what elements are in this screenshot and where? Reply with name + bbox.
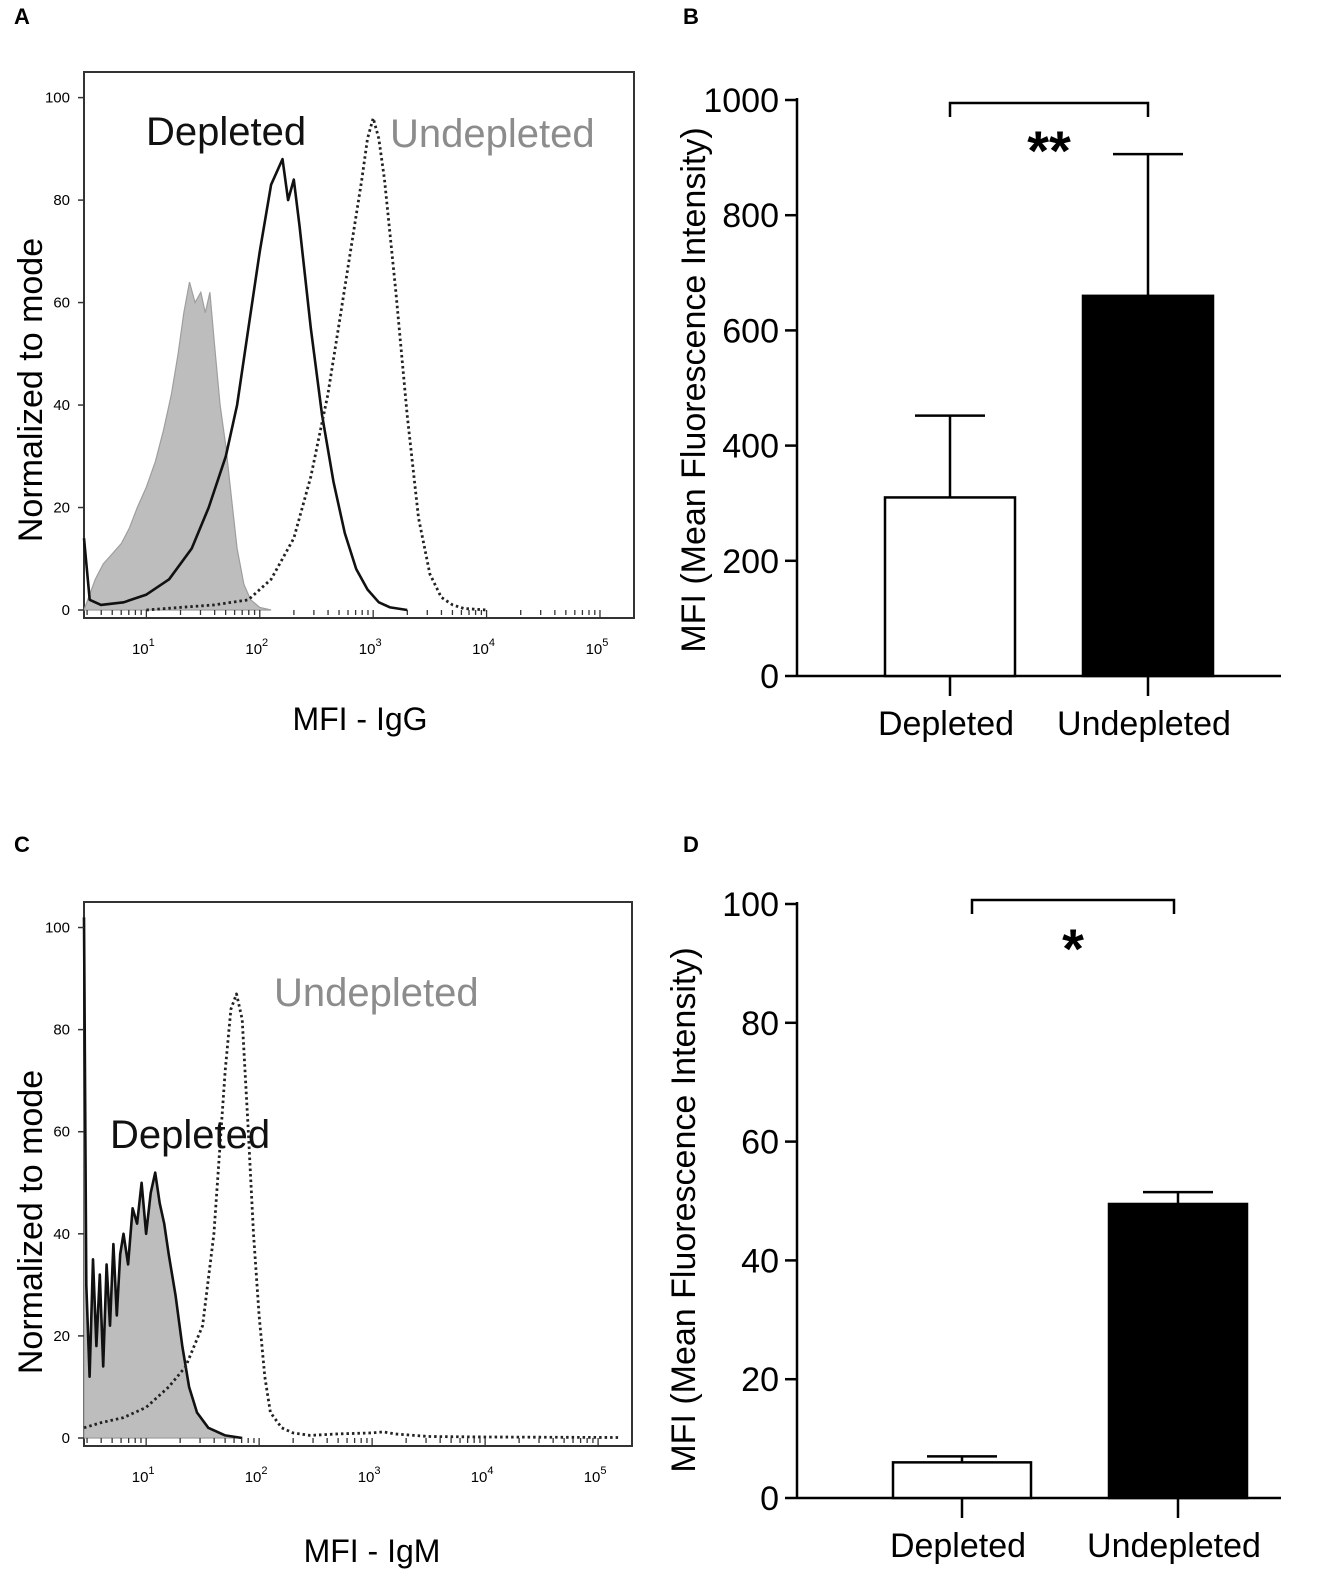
panel-letter-c: C (14, 832, 30, 857)
hist-a-plot (82, 116, 487, 612)
hist-a-frame (83, 71, 635, 619)
hA-y-tick-label: 80 (53, 192, 70, 209)
hA-x-tick-label: 102 (245, 637, 268, 658)
hC-x-tick-exp: 5 (600, 1465, 606, 1477)
hA-x-tick-label: 104 (472, 637, 495, 658)
hA-series-depleted (82, 157, 408, 612)
hA-x-tick-exp: 2 (262, 637, 268, 649)
bD-y-tick-label: 40 (741, 1242, 779, 1280)
hist-a-depleted-label: Depleted (146, 110, 306, 154)
hC-y-tick-label: 0 (62, 1430, 70, 1447)
hA-y-tick-label: 60 (53, 295, 70, 312)
hC-y-tick-label: 100 (45, 920, 70, 937)
hC-x-tick-label: 105 (584, 1465, 607, 1486)
hA-series-undepleted (146, 116, 487, 612)
bar-d-plot: 0 20 40 60 80 100 Depleted Undepleted * (722, 886, 1281, 1565)
hC-x-tick-exp: 2 (261, 1465, 267, 1477)
hA-x-tick-label: 105 (586, 637, 609, 658)
bB-y-tick-label: 600 (722, 312, 779, 350)
hC-x-tick-label: 104 (471, 1465, 494, 1486)
hA-x-tick-base: 10 (132, 641, 149, 658)
hist-c-x-label: MFI - IgM (304, 1533, 441, 1569)
bB-significance-bracket (948, 101, 1150, 117)
bB-y-tick-label: 0 (760, 658, 779, 696)
bD-category-label: Depleted (890, 1527, 1026, 1565)
hC-y-tick-label: 60 (53, 1124, 70, 1141)
hC-y-tick-label: 80 (53, 1022, 70, 1039)
hA-x-tick-exp: 3 (375, 637, 381, 649)
bD-y-tick-label: 80 (741, 1005, 779, 1043)
bD-y-tick-label: 60 (741, 1124, 779, 1162)
panel-d: D 0 20 40 60 80 100 Depleted Undepleted * MFI (M… (665, 832, 1281, 1565)
hA-x-tick-base: 10 (472, 641, 489, 658)
hC-y-tick-label: 20 (53, 1328, 70, 1345)
hA-y-tick-label: 0 (62, 602, 70, 619)
hC-x-tick-base: 10 (358, 1469, 375, 1486)
panel-letter-a: A (14, 4, 30, 29)
bB-y-tick-label: 200 (722, 543, 779, 581)
hA-x-tick-label: 103 (359, 637, 382, 658)
bB-significance-stars: ** (1027, 119, 1071, 182)
bB-bar-depleted (883, 496, 1017, 678)
hist-c-x-ticks: 101 102 103 104 105 (86, 1438, 607, 1486)
bar-b-y-label: MFI (Mean Fluorescence Intensity) (675, 127, 713, 652)
bD-category-label: Undepleted (1087, 1527, 1261, 1565)
bB-y-tick-label: 800 (722, 197, 779, 235)
hA-x-tick-base: 10 (359, 641, 376, 658)
hA-y-tick-label: 40 (53, 397, 70, 414)
bB-y-tick-label: 400 (722, 428, 779, 466)
bD-significance-stars: * (1062, 917, 1084, 980)
hist-c-y-ticks: 0 20 40 60 80 100 (45, 920, 84, 1447)
hC-x-tick-label: 103 (358, 1465, 381, 1486)
hC-x-tick-base: 10 (584, 1469, 601, 1486)
bD-y-tick-label: 20 (741, 1361, 779, 1399)
bB-category-label: Undepleted (1057, 705, 1231, 743)
hist-a-undepleted-label: Undepleted (390, 112, 595, 156)
hA-y-tick-label: 20 (53, 500, 70, 517)
hC-y-tick-label: 40 (53, 1226, 70, 1243)
hist-c-y-label: Normalized to mode (12, 1070, 50, 1374)
panel-letter-d: D (683, 832, 699, 857)
hist-a-y-label: Normalized to mode (12, 238, 50, 542)
bar-d-y-label: MFI (Mean Fluorescence Intensity) (665, 947, 703, 1472)
hA-x-tick-label: 101 (132, 637, 155, 658)
hC-series-depleted (82, 917, 243, 1440)
hC-x-tick-exp: 4 (487, 1465, 493, 1477)
bD-y-tick-label: 0 (760, 1480, 779, 1518)
hist-a-y-ticks: 0 20 40 60 80 100 (45, 90, 84, 619)
hC-x-tick-base: 10 (245, 1469, 262, 1486)
bB-y-tick-label: 1000 (703, 82, 779, 120)
hA-x-tick-base: 10 (586, 641, 603, 658)
bB-bar-undepleted (1081, 294, 1215, 678)
hist-a-x-ticks: 101 102 103 104 105 (86, 610, 609, 658)
hA-x-tick-exp: 5 (602, 637, 608, 649)
hist-c-plot (82, 917, 621, 1440)
hA-series-control-filled (83, 281, 272, 611)
hC-x-tick-exp: 1 (148, 1465, 154, 1477)
hC-x-tick-label: 102 (245, 1465, 268, 1486)
hA-x-tick-exp: 1 (149, 637, 155, 649)
bD-bar-undepleted (1107, 1202, 1249, 1500)
hA-x-tick-base: 10 (245, 641, 262, 658)
bar-b-plot: 0 200 400 600 800 1000 Depleted Undepleted ** (703, 82, 1281, 743)
hA-x-tick-exp: 4 (489, 637, 495, 649)
hC-x-tick-base: 10 (132, 1469, 149, 1486)
hist-c-depleted-label: Depleted (110, 1113, 270, 1157)
hA-y-tick-label: 100 (45, 90, 70, 107)
bD-significance-bracket (970, 898, 1176, 914)
hist-a-x-label: MFI - IgG (292, 701, 427, 737)
hC-series-undepleted (83, 992, 621, 1439)
hC-x-tick-base: 10 (471, 1469, 488, 1486)
hC-x-tick-label: 101 (132, 1465, 155, 1486)
bD-y-tick-label: 100 (722, 886, 779, 924)
bB-category-label: Depleted (878, 705, 1014, 743)
hC-x-tick-exp: 3 (374, 1465, 380, 1477)
hist-c-undepleted-label: Undepleted (274, 971, 479, 1015)
bD-bar-depleted (891, 1461, 1033, 1500)
panel-letter-b: B (683, 4, 699, 29)
